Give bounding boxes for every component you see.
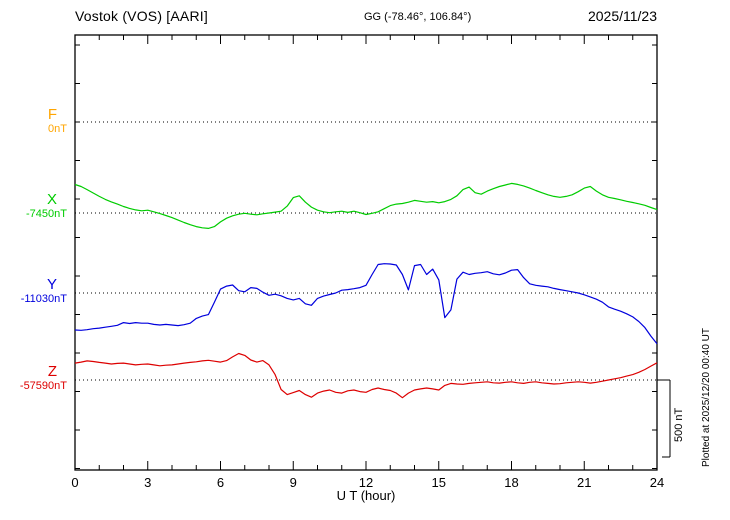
scale-bar-label: 500 nT <box>673 407 685 442</box>
label-block-F: F 0nT <box>0 107 67 136</box>
trace-Y <box>74 263 658 345</box>
component-letter-X: X <box>46 191 57 208</box>
plot-border <box>74 34 658 471</box>
component-baseline-F: 0nT <box>48 123 67 135</box>
label-block-Z: Z -57590nT <box>0 364 67 393</box>
trace-Z <box>74 352 658 399</box>
label-block-X: X -7450nT <box>0 192 67 221</box>
component-baseline-Z: -57590nT <box>19 380 67 392</box>
trace-X <box>74 182 658 229</box>
x-tick-label-15: 15 <box>432 475 446 490</box>
component-baseline-X: -7450nT <box>26 208 67 220</box>
x-tick-label-21: 21 <box>577 475 591 490</box>
x-tick-label-24: 24 <box>650 475 664 490</box>
x-tick-label-0: 0 <box>71 475 78 490</box>
x-tick-label-18: 18 <box>504 475 518 490</box>
component-letter-F: F <box>47 106 57 123</box>
x-tick-label-12: 12 <box>359 475 373 490</box>
component-letter-Y: Y <box>46 276 57 293</box>
component-letter-Z: Z <box>47 363 57 380</box>
x-tick-label-9: 9 <box>290 475 297 490</box>
observation-date: 2025/11/23 <box>587 8 657 24</box>
geographic-coordinates: GG (-78.46°, 106.84°) <box>364 11 472 23</box>
x-tick-label-6: 6 <box>217 475 224 490</box>
station-title: Vostok (VOS) [AARI] <box>75 8 208 24</box>
plotted-at-note: Plotted at 2025/12/20 00:40 UT <box>701 328 712 467</box>
label-block-Y: Y -11030nT <box>0 277 67 306</box>
x-tick-label-3: 3 <box>144 475 151 490</box>
x-axis-label: U T (hour) <box>336 488 396 503</box>
component-baseline-Y: -11030nT <box>20 293 67 305</box>
